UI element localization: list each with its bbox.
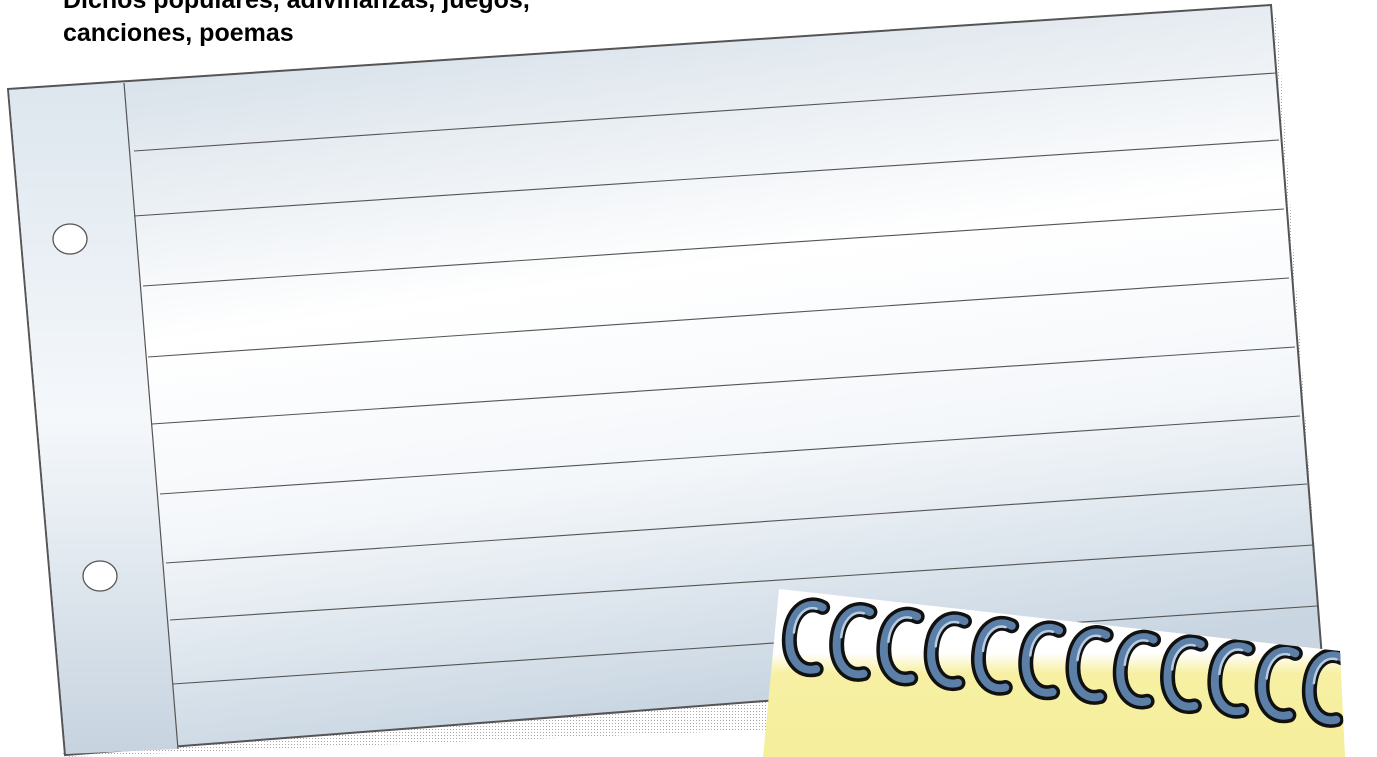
heading-line-1: Dichos populares, adivinanzas, juegos, <box>63 0 530 14</box>
binder-ring-icon <box>781 597 831 678</box>
binder-ring-icon <box>1301 648 1345 728</box>
binder-ring-icon <box>1254 643 1303 724</box>
binder-ring-icon <box>829 602 878 682</box>
paper-margin <box>9 83 178 754</box>
binder-ring-icon <box>1065 625 1114 705</box>
ruled-line <box>133 139 1280 217</box>
binder-ring-icon <box>1018 620 1067 701</box>
ruled-lines <box>133 72 1318 685</box>
ruled-line <box>142 208 1285 287</box>
margin-line <box>123 82 179 750</box>
ruled-line <box>151 346 1296 425</box>
ruled-line <box>133 72 1277 152</box>
punch-hole-top <box>52 223 88 255</box>
ruled-line <box>147 277 1290 358</box>
ruled-line <box>169 544 1314 621</box>
binder-ring-icon <box>971 615 1020 696</box>
ruled-line <box>159 415 1301 495</box>
page-heading: Dichos populares, adivinanzas, juegos, c… <box>63 0 530 50</box>
heading-line-2: canciones, poemas <box>63 19 294 47</box>
binder-strip-paper <box>763 589 1345 757</box>
binder-ring-icon <box>1160 634 1209 715</box>
binder-ring-icon <box>923 611 972 692</box>
ruled-line <box>172 605 1318 685</box>
binder-ring-icon <box>1207 638 1256 719</box>
ruled-line <box>165 483 1308 564</box>
punch-hole-bottom <box>82 560 118 592</box>
binder-rings <box>781 597 1345 728</box>
binder-strip <box>763 589 1345 757</box>
binder-ring-icon <box>1112 629 1162 710</box>
binder-ring-icon <box>876 606 925 687</box>
